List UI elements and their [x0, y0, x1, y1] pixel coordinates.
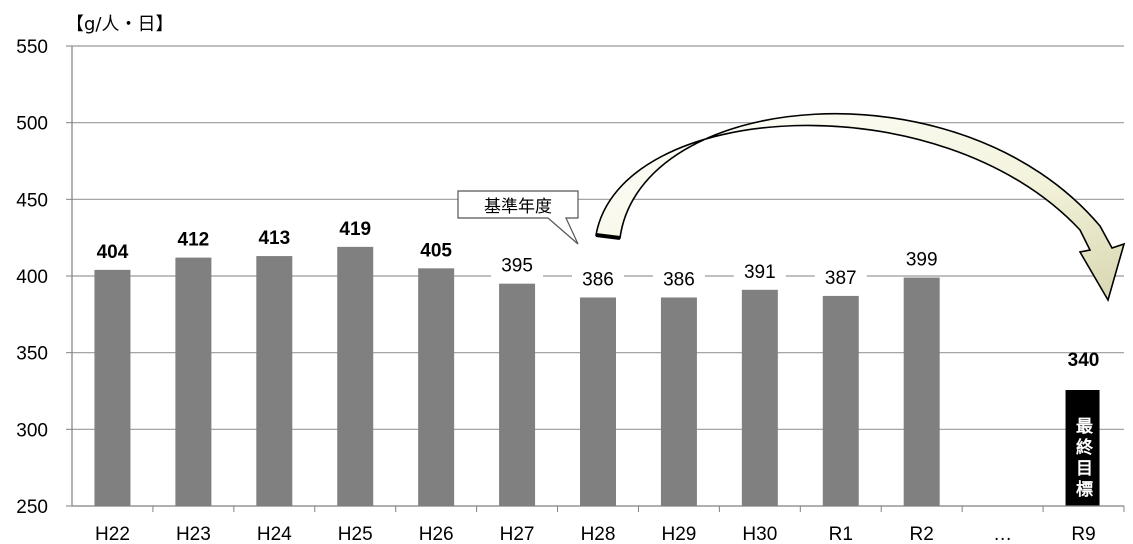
- data-label: 386: [663, 269, 695, 290]
- curved-arrow-tail: [595, 233, 621, 240]
- x-tick-label: H30: [742, 524, 777, 544]
- data-label-background: [86, 237, 139, 264]
- x-tick-label: …: [993, 524, 1012, 544]
- bar: [660, 297, 697, 506]
- x-tick-label: H23: [176, 524, 211, 544]
- target-bar-label-char: 標: [1076, 479, 1093, 500]
- data-label-background: [491, 251, 544, 278]
- bar: [418, 268, 455, 506]
- data-label-background: [652, 265, 705, 292]
- x-tick-label: H29: [661, 524, 696, 544]
- target-bar-label-char: 最: [1076, 417, 1094, 437]
- x-tick-label: H22: [95, 524, 130, 544]
- bar: [337, 246, 374, 506]
- x-tick-label: H25: [338, 524, 373, 544]
- x-tick-label: H24: [257, 524, 292, 544]
- data-label: 404: [97, 242, 129, 263]
- data-label: 412: [178, 230, 210, 251]
- bar: [580, 297, 616, 506]
- data-label: 387: [825, 268, 857, 289]
- data-label: 395: [501, 256, 533, 277]
- data-label-background: [572, 265, 624, 292]
- bar: [822, 295, 859, 506]
- target-bar: [1065, 390, 1100, 506]
- y-tick-label: 550: [16, 37, 48, 58]
- data-label-background: [895, 245, 948, 272]
- x-tick-label: H28: [581, 524, 616, 544]
- x-tick-label: R1: [829, 524, 853, 544]
- data-label: 419: [339, 219, 371, 240]
- y-axis-unit-label: 【g/人・日】: [66, 14, 174, 35]
- data-label-background: [329, 214, 382, 241]
- x-tick-label: R9: [1071, 524, 1095, 544]
- data-label-background: [410, 236, 463, 263]
- bar: [256, 256, 293, 506]
- data-label: 413: [258, 228, 290, 249]
- target-bar-label-char: 終: [1076, 437, 1094, 458]
- x-tick-label: H27: [500, 524, 535, 544]
- data-label: 340: [1068, 350, 1100, 371]
- bar: [94, 269, 131, 506]
- data-label-background: [814, 263, 867, 290]
- bar: [175, 257, 212, 506]
- y-tick-label: 400: [16, 267, 48, 288]
- y-tick-label: 250: [16, 497, 48, 518]
- bar: [903, 277, 940, 506]
- x-tick-label: R2: [910, 524, 934, 544]
- bar: [741, 289, 778, 506]
- data-label: 391: [744, 262, 776, 283]
- y-tick-label: 450: [16, 190, 48, 211]
- x-tick-label: H26: [419, 524, 454, 544]
- y-tick-label: 500: [16, 114, 48, 135]
- target-bar-label-char: 目: [1076, 459, 1093, 479]
- data-label: 405: [420, 240, 452, 261]
- y-tick-label: 300: [16, 420, 48, 441]
- y-tick-label: 350: [16, 344, 48, 365]
- curved-arrow: [595, 113, 1126, 303]
- callout-bubble: [457, 190, 579, 245]
- data-label-background: [733, 257, 786, 284]
- bar: [499, 283, 536, 506]
- data-label: 399: [906, 250, 938, 271]
- callout-text: 基準年度: [484, 197, 552, 217]
- data-label: 386: [582, 269, 614, 290]
- data-label-background: [248, 224, 301, 251]
- data-label-background: [167, 225, 220, 252]
